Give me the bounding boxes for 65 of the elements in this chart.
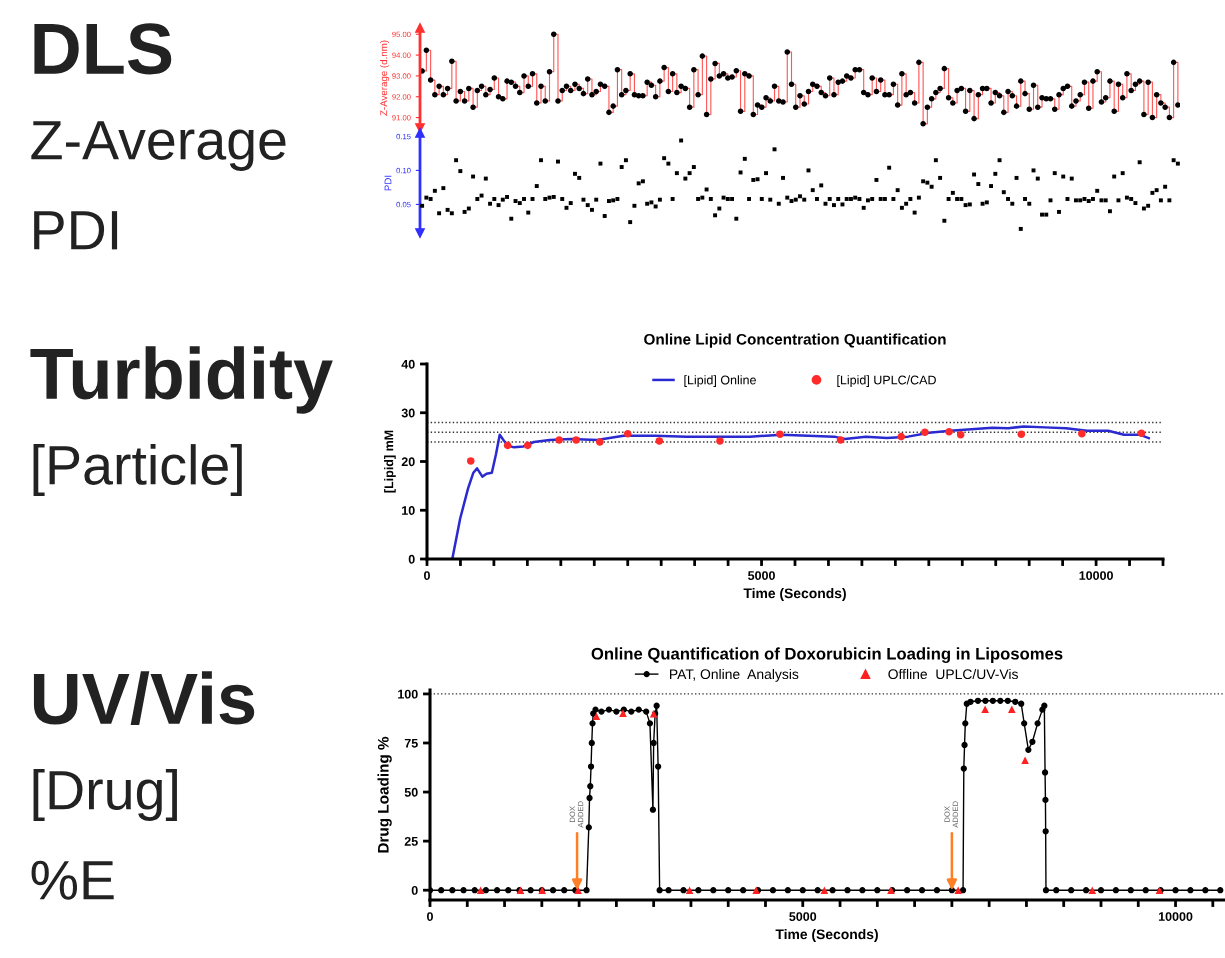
y-axis-title: Z-Average (d.nm) [380, 40, 390, 116]
y-axis-title: [Lipid] mM [384, 430, 396, 493]
point [466, 457, 475, 465]
legend-label: PAT, Online Analysis [670, 668, 799, 682]
y-tick-label: 100 [398, 689, 418, 699]
text: [Drug] [33, 769, 177, 821]
point [1021, 756, 1029, 765]
point [555, 436, 564, 444]
point [619, 709, 627, 717]
point [592, 712, 601, 721]
chart-title: Online Quantification of Doxorubicin Loading in Liposomes [591, 647, 1063, 663]
point [572, 436, 580, 444]
legend-label: Offline UPLC/UV-Vis [888, 668, 1018, 680]
text: PDI [34, 211, 118, 250]
line-series [451, 425, 1150, 559]
x-axis-title: Time (Seconds) [775, 929, 878, 942]
y-tick-label: 0 [411, 885, 418, 895]
point [623, 429, 632, 438]
point [685, 886, 694, 894]
y-tick-label: 75 [404, 738, 418, 748]
text: DLS [34, 23, 172, 75]
x-tick-label: 5000 [748, 571, 775, 580]
point [945, 427, 953, 436]
point [921, 428, 929, 437]
point [836, 436, 845, 444]
point [503, 441, 512, 450]
point [1137, 429, 1146, 438]
y-tick-label: 30 [401, 408, 415, 418]
point [776, 430, 784, 438]
x-tick-label: 0 [427, 912, 433, 921]
legend-label: [Lipid] Online [684, 375, 756, 387]
chart-title: Online Lipid Concentration Quantification [644, 333, 946, 348]
text: UV/Vis [33, 671, 255, 726]
point [954, 886, 963, 894]
y-axis-title: PDI [384, 175, 392, 191]
x-tick-label: 5000 [789, 912, 817, 921]
point [655, 437, 664, 445]
y-axis-title: Drug Loading % [377, 736, 392, 853]
text: %E [31, 860, 114, 900]
text: [Particle] [33, 444, 242, 496]
x-tick-label: 0 [424, 571, 430, 580]
text: Z-Average [31, 121, 286, 171]
point [981, 705, 989, 714]
x-axis-title: Time (Seconds) [743, 588, 846, 601]
point [897, 432, 905, 441]
point [476, 886, 485, 894]
point [1078, 429, 1086, 438]
point [1088, 886, 1097, 894]
point [820, 886, 829, 894]
point [956, 430, 965, 439]
point [596, 438, 604, 446]
x-tick-label: 10000 [1079, 571, 1113, 580]
y-tick-label: 20 [401, 457, 415, 467]
y-tick-label: 40 [401, 359, 415, 369]
x-tick-label: 10000 [1158, 912, 1193, 921]
point [716, 437, 724, 445]
point [523, 441, 532, 450]
point [1017, 430, 1026, 438]
y-tick-label: 25 [404, 836, 418, 846]
y-tick-label: 50 [404, 787, 418, 797]
legend-label: [Lipid] UPLC/CAD [837, 375, 936, 387]
text: Turbidity [30, 346, 333, 414]
y-tick-label: 10 [402, 506, 415, 515]
y-tick-label: 0 [408, 554, 415, 564]
point [1008, 705, 1016, 714]
